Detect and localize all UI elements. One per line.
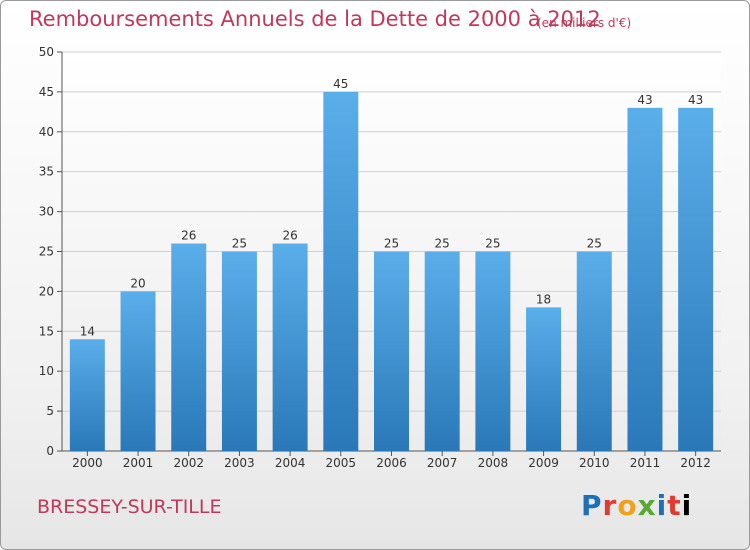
x-tick-label-2004: 2004 (275, 456, 306, 470)
bar-2008 (475, 251, 511, 451)
y-tick-label: 35 (39, 165, 54, 179)
value-label-2001: 20 (130, 276, 145, 290)
y-tick-label: 15 (39, 324, 54, 338)
bar-2012 (678, 107, 714, 452)
y-tick-label: 0 (46, 444, 54, 458)
x-tick-label-2003: 2003 (224, 456, 255, 470)
bar-2003 (221, 251, 257, 451)
bar-2001 (120, 291, 156, 451)
y-tick-label: 10 (39, 364, 54, 378)
chart-subtitle: (en milliers d'€) (537, 16, 632, 30)
bar-2002 (171, 243, 207, 451)
value-label-2000: 14 (80, 324, 95, 338)
bar-2007 (424, 251, 460, 451)
x-tick-label-2012: 2012 (680, 456, 711, 470)
value-label-2011: 43 (637, 93, 652, 107)
value-label-2007: 25 (435, 237, 450, 251)
y-tick-label: 20 (39, 284, 54, 298)
value-label-2004: 26 (282, 229, 297, 243)
value-label-2009: 18 (536, 292, 551, 306)
y-tick-label: 50 (39, 45, 54, 59)
value-label-2012: 43 (688, 93, 703, 107)
commune-name: BRESSEY-SUR-TILLE (37, 496, 222, 518)
x-tick-label-2007: 2007 (427, 456, 458, 470)
proxiti-logo: Proxiti (581, 489, 693, 522)
x-tick-label-2006: 2006 (376, 456, 407, 470)
x-tick-label-2010: 2010 (579, 456, 610, 470)
y-tick-label: 30 (39, 205, 54, 219)
x-tick-label-2009: 2009 (528, 456, 559, 470)
value-label-2008: 25 (485, 237, 500, 251)
y-tick-label: 5 (46, 404, 54, 418)
chart-title: Remboursements Annuels de la Dette de 20… (29, 7, 601, 31)
bar-2006 (374, 251, 409, 451)
value-label-2003: 25 (232, 237, 247, 251)
bar-2005 (323, 91, 359, 452)
value-label-2010: 25 (587, 237, 602, 251)
x-tick-label-2000: 2000 (72, 456, 103, 470)
value-label-2005: 45 (333, 77, 348, 91)
x-tick-label-2002: 2002 (173, 456, 204, 470)
y-tick-label: 25 (39, 245, 54, 259)
y-tick-label: 45 (39, 85, 54, 99)
bar-2000 (69, 339, 105, 451)
bar-2010 (576, 251, 612, 451)
value-label-2006: 25 (384, 237, 399, 251)
bar-2004 (272, 243, 308, 451)
x-tick-label-2011: 2011 (630, 456, 661, 470)
bar-2011 (627, 107, 663, 452)
y-tick-label: 40 (39, 125, 54, 139)
x-tick-label-2001: 2001 (123, 456, 154, 470)
value-label-2002: 26 (181, 229, 196, 243)
bar-2009 (526, 307, 562, 451)
x-tick-label-2008: 2008 (478, 456, 509, 470)
x-tick-label-2005: 2005 (326, 456, 357, 470)
